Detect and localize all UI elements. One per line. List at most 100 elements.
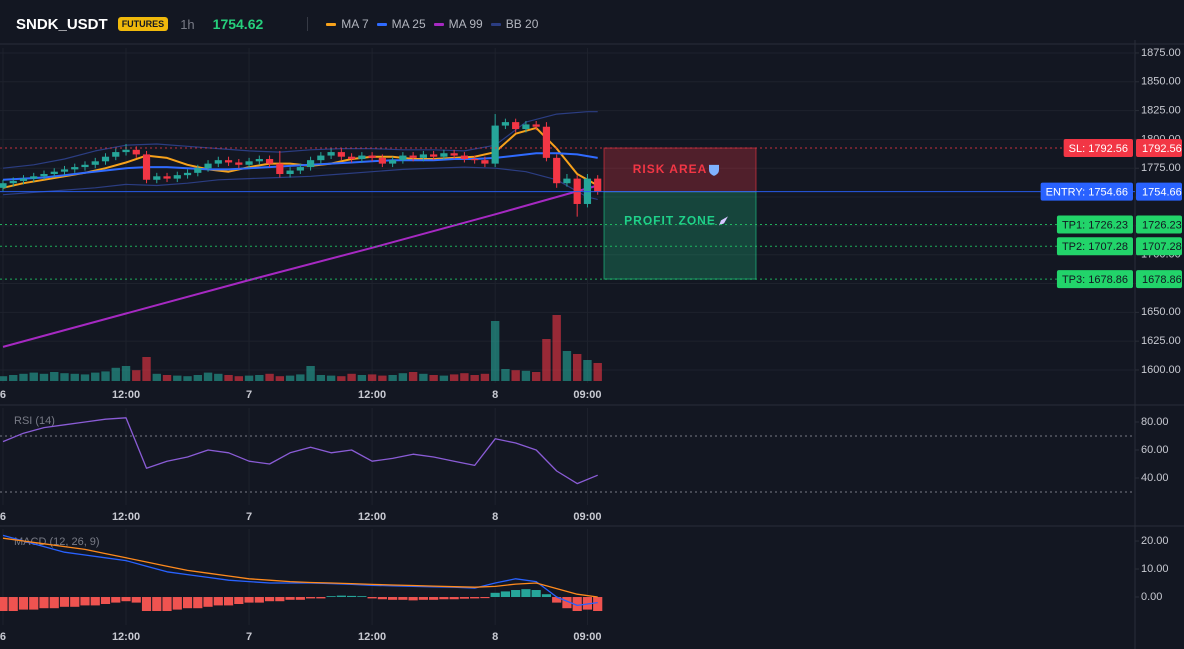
pane: 6 12:00 7 12:00 8 09:00 40.00 60.00 80.00 RSI (14… [0, 408, 1169, 523]
candle-body [368, 155, 376, 158]
volume-bar [244, 375, 254, 381]
legend-label: MA 99 [448, 17, 483, 31]
candle-body [317, 155, 325, 161]
level-label-box [1040, 182, 1133, 201]
histogram-bar [388, 597, 398, 600]
volume-bar [203, 372, 213, 381]
histogram-bar [582, 597, 593, 610]
rocket-icon [719, 216, 728, 226]
y-tick-label: 1650.00 [1141, 306, 1181, 318]
legend-swatch [376, 22, 387, 26]
x-tick-label: 12:00 [358, 389, 386, 401]
histogram-bar [234, 597, 244, 605]
price-label-box [1136, 270, 1182, 289]
price-label-box [1136, 237, 1182, 256]
candle-body [501, 122, 510, 126]
volume-bar [234, 376, 244, 381]
candle-body [512, 122, 520, 130]
candle-body [235, 162, 243, 165]
x-tick-label: 09:00 [573, 389, 601, 401]
candle-body [9, 180, 17, 184]
histogram-bar [182, 597, 193, 609]
candle-body [142, 154, 151, 180]
candle-body [481, 160, 489, 164]
candle-body [327, 152, 335, 156]
volume-bar [183, 376, 192, 381]
legend-swatch [490, 22, 501, 26]
interval[interactable]: 1h [180, 16, 195, 32]
candle-body [594, 178, 602, 192]
legend-item[interactable]: MA 7 [326, 17, 369, 31]
price-label: 1754.66 [1142, 187, 1182, 199]
volume-bar [101, 371, 110, 381]
volume-bar [347, 373, 356, 381]
histogram-bar [552, 597, 562, 603]
volume-bar [531, 372, 541, 381]
y-tick-label: 1875.00 [1141, 47, 1181, 59]
legend-item[interactable]: MA 25 [376, 17, 426, 31]
histogram-bar [357, 596, 367, 598]
histogram-bar [18, 597, 29, 610]
histogram-bar [131, 597, 141, 603]
header: SNDK_USDT FUTURES 1h 1754.62 MA 7 MA 25 MA… [16, 12, 546, 36]
volume-bar [255, 375, 264, 381]
volume-bar [132, 370, 141, 381]
zone-label: PROFIT ZONE [624, 214, 716, 228]
volume-bar [173, 375, 182, 381]
legend-item[interactable]: BB 20 [490, 17, 538, 31]
x-tick-label: 09:00 [573, 511, 601, 523]
y-tick-label: 60.00 [1141, 444, 1169, 456]
volume-bar [429, 375, 438, 381]
series-line [2, 417, 598, 485]
volume-bar [562, 351, 572, 381]
candle-body [399, 155, 407, 161]
candle-body [265, 159, 274, 164]
price-label-box [1136, 138, 1182, 157]
histogram-bar [480, 597, 490, 599]
candle-body [101, 156, 110, 162]
legend-item[interactable]: MA 99 [433, 17, 483, 31]
y-tick-label: 1600.00 [1141, 364, 1181, 376]
x-tick-label: 12:00 [112, 389, 140, 401]
volume-bar [501, 369, 510, 381]
candle-body [306, 160, 315, 168]
volume-bar [296, 374, 305, 381]
candle-body [71, 167, 79, 170]
y-tick-label: 1775.00 [1141, 162, 1181, 174]
level-label: TP3: 1678.86 [1062, 274, 1128, 286]
histogram-bar [141, 597, 152, 612]
symbol[interactable]: SNDK_USDT [16, 15, 108, 33]
histogram-bar [490, 592, 500, 598]
candle-body [348, 156, 356, 160]
x-tick-label: 6 [0, 631, 6, 643]
volume-bar [121, 366, 131, 381]
volume-bar [439, 375, 449, 381]
legend-label: MA 7 [341, 17, 369, 31]
histogram-bar [593, 597, 603, 612]
x-tick-label: 7 [246, 631, 252, 643]
candle-body [0, 183, 7, 188]
candle-body [419, 154, 427, 158]
histogram-bar [254, 597, 264, 603]
y-tick-label: 0.00 [1141, 591, 1162, 603]
histogram-bar [203, 597, 213, 607]
volume-bar [80, 374, 90, 381]
level-label: SL: 1792.56 [1069, 143, 1128, 155]
histogram-bar [264, 597, 275, 602]
candle-body [214, 160, 222, 164]
volume-bar [0, 376, 8, 381]
volume-bar [511, 370, 520, 381]
histogram-bar [39, 597, 49, 609]
x-tick-label: 7 [246, 511, 252, 523]
candle-body [450, 153, 458, 156]
volume-bar [285, 375, 295, 381]
histogram-bar [213, 597, 223, 606]
candle-body [153, 176, 161, 180]
y-tick-label: 40.00 [1141, 472, 1169, 484]
x-tick-label: 12:00 [358, 511, 386, 523]
histogram-bar [418, 597, 428, 600]
volume-bar [460, 373, 469, 381]
